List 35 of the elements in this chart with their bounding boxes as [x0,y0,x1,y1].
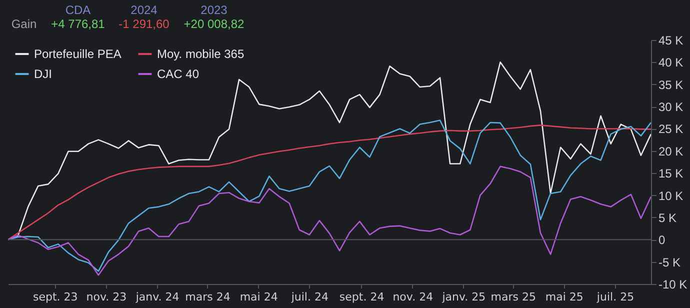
legend-label: DJI [34,67,52,81]
y-tick-label: 25 K [658,122,684,136]
text: Gain [11,17,37,31]
y-tick-label: 15 K [658,166,684,181]
x-tick-label: janv. 25 [441,290,486,304]
y-tick-label: 10 K [658,188,684,203]
y-tick-label: -5 K [658,255,681,270]
legend-label: Portefeuille PEA [34,47,122,61]
x-tick-label: mai 24 [240,290,278,304]
y-tick-label: -10 K [658,278,688,292]
y-tick-label: 20 K [658,144,684,158]
text: +4 776,81 [51,17,105,31]
x-tick-label: sept. 24 [339,290,384,304]
x-tick-label: juil. 24 [290,290,328,304]
x-tick-label: mars 25 [490,290,536,304]
x-tick-label: mai 25 [545,290,584,304]
text: +20 008,82 [184,17,244,31]
text: 2023 [200,3,228,17]
y-tick-label: 0 [658,233,666,248]
text: CDA [65,3,91,17]
y-tick-label: 35 K [658,78,684,92]
y-tick-label: 5 K [658,210,677,225]
x-tick-label: nov. 23 [86,290,127,304]
x-tick-label: juil. 25 [596,290,634,304]
legend-label: Moy. mobile 365 [157,47,244,61]
legend-label: CAC 40 [157,67,200,81]
y-tick-label: 45 K [658,34,684,48]
y-tick-label: 30 K [658,100,684,114]
y-tick-label: 40 K [658,56,684,70]
x-tick-label: mars 24 [185,290,230,304]
text: 2024 [130,3,158,17]
x-tick-label: nov. 24 [392,290,434,304]
x-tick-label: janv. 24 [134,290,180,304]
x-tick-label: sept. 23 [32,290,78,304]
text: -1 291,60 [118,17,170,31]
